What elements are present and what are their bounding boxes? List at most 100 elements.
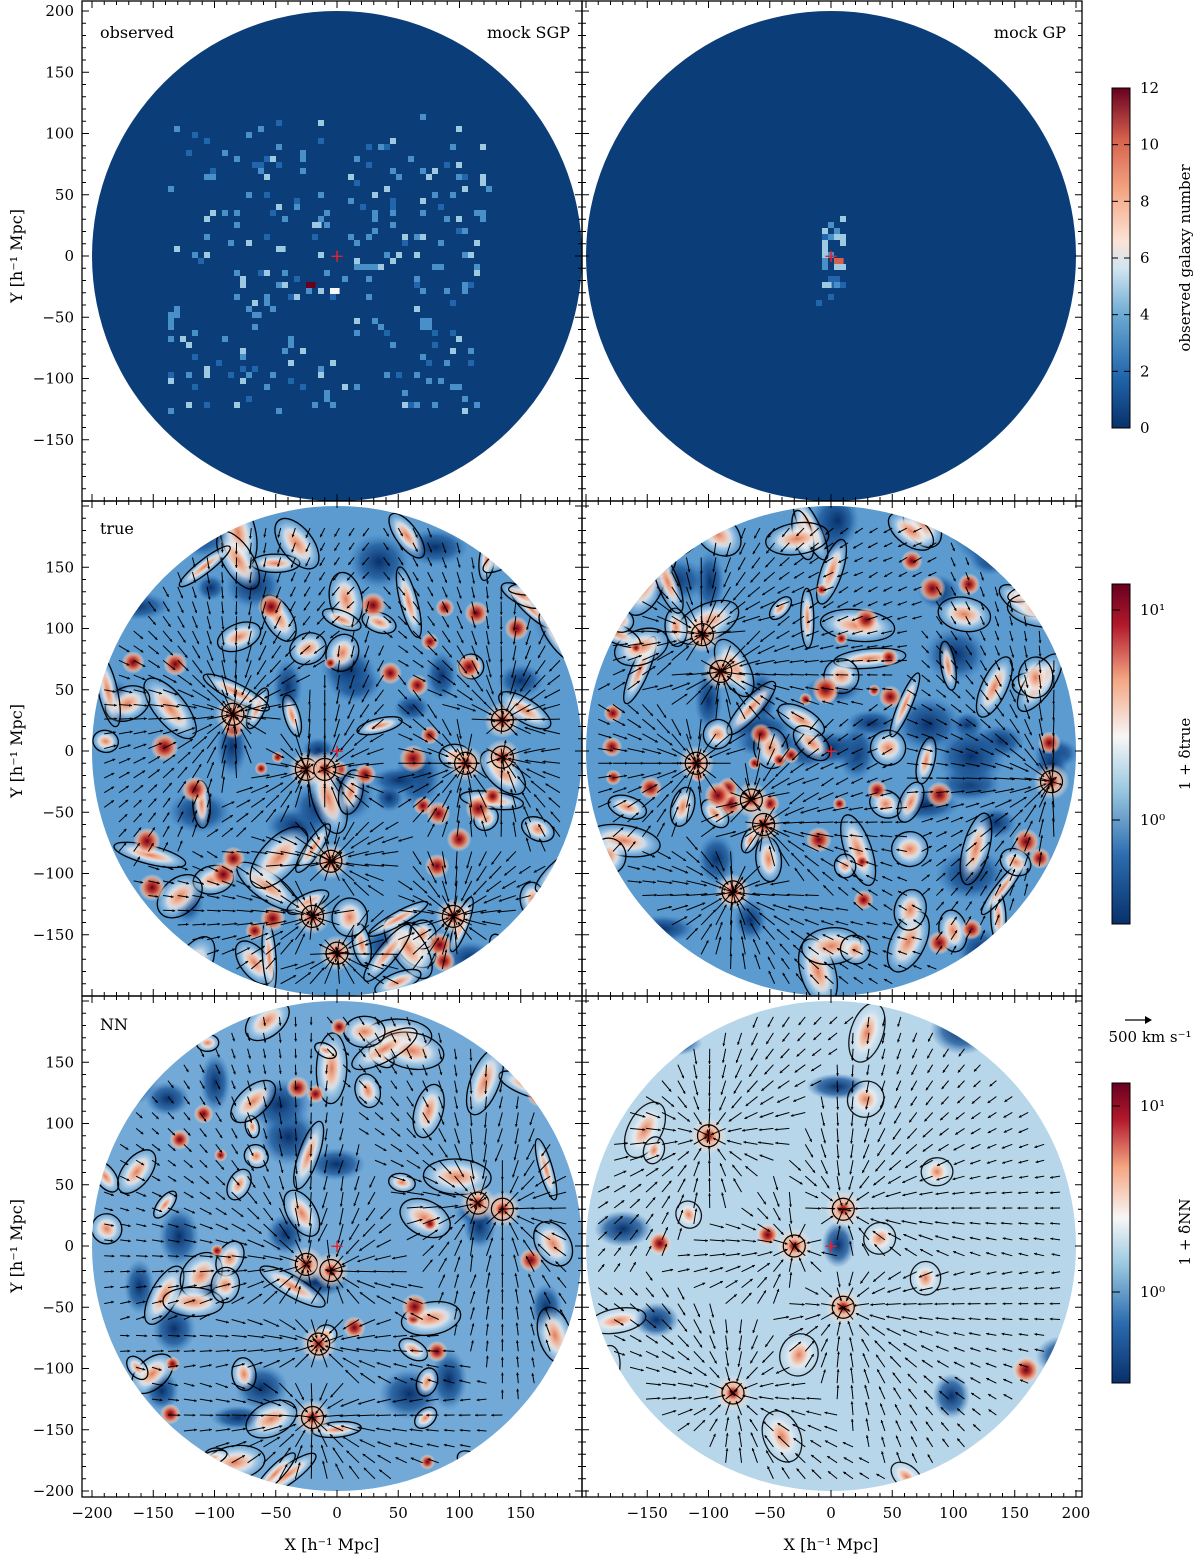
overdensity (399, 744, 428, 773)
velocity-arrowhead (189, 682, 193, 686)
velocity-arrow (738, 892, 761, 897)
velocity-arrow (265, 942, 281, 955)
velocity-arrowhead (854, 559, 858, 562)
galaxy-cell (486, 186, 492, 192)
velocity-arrowhead (808, 741, 812, 745)
velocity-arrowhead (214, 855, 218, 858)
velocity-arrowhead (216, 896, 220, 899)
velocity-arrowhead (311, 961, 315, 965)
velocity-arrowhead (762, 925, 766, 929)
velocity-arrowhead (282, 911, 286, 914)
velocity-arrowhead (498, 899, 502, 902)
velocity-arrow (334, 939, 340, 963)
velocity-arrowhead (457, 550, 461, 554)
velocity-arrowhead (221, 626, 225, 630)
velocity-arrowhead (225, 692, 229, 696)
velocity-arrow (427, 895, 447, 911)
velocity-arrowhead (548, 797, 552, 801)
velocity-arrowhead (441, 924, 445, 928)
density-contour (126, 1355, 149, 1381)
velocity-arrow (471, 674, 484, 692)
velocity-arrow (192, 735, 208, 749)
velocity-arrowhead (972, 723, 976, 727)
velocity-arrowhead (869, 530, 873, 534)
velocity-arrowhead (897, 602, 901, 606)
velocity-arrowhead (212, 673, 216, 677)
velocity-arrow (756, 748, 761, 767)
velocity-arrowhead (981, 577, 984, 581)
velocity-arrowhead (1011, 668, 1015, 672)
velocity-arrowhead (220, 564, 224, 568)
filament (125, 944, 136, 962)
velocity-arrowhead (357, 729, 361, 733)
velocity-arrowhead (275, 595, 279, 599)
velocity-arrowhead (246, 851, 250, 854)
velocity-arrowhead (343, 836, 347, 840)
velocity-arrow (523, 718, 546, 721)
velocity-arrowhead (840, 531, 844, 534)
velocity-arrowhead (745, 607, 749, 610)
velocity-arrowhead (606, 708, 610, 712)
velocity-arrowhead (809, 726, 813, 730)
velocity-arrowhead (487, 641, 490, 645)
velocity-arrowhead (635, 812, 639, 816)
velocity-arrow (369, 821, 384, 833)
galaxy-cell (288, 336, 294, 342)
velocity-arrowhead (823, 588, 827, 592)
velocity-arrowhead (942, 873, 946, 876)
velocity-arrowhead (731, 885, 734, 889)
velocity-arrowhead (462, 766, 466, 770)
velocity-arrowhead (781, 958, 785, 962)
velocity-arrowhead (207, 566, 211, 570)
velocity-arrowhead (729, 658, 733, 662)
velocity-arrowhead (678, 732, 681, 736)
galaxy-cell (168, 336, 174, 342)
velocity-arrowhead (952, 563, 956, 567)
velocity-arrowhead (697, 786, 701, 789)
void-region (426, 651, 457, 701)
velocity-arrowhead (752, 551, 756, 555)
velocity-arrow (789, 792, 805, 805)
galaxy-cell (318, 288, 324, 294)
velocity-arrowhead (305, 563, 309, 567)
velocity-arrowhead (307, 736, 311, 739)
filament (419, 1093, 438, 1129)
velocity-arrowhead (335, 701, 339, 705)
velocity-arrowhead (418, 636, 422, 640)
velocity-arrow (724, 557, 732, 573)
velocity-arrowhead (805, 699, 809, 703)
velocity-arrowhead (652, 854, 656, 858)
velocity-arrowhead (625, 761, 628, 765)
velocity-arrowhead (161, 704, 164, 708)
velocity-arrowhead (713, 909, 716, 913)
velocity-arrowhead (261, 1414, 265, 1418)
velocity-arrow (790, 852, 805, 867)
velocity-arrowhead (1041, 818, 1045, 822)
velocity-arrow (265, 808, 277, 823)
velocity-arrowhead (191, 727, 195, 730)
velocity-arrowhead (790, 698, 794, 702)
velocity-arrowhead (723, 681, 727, 685)
galaxy-cell (354, 180, 360, 186)
velocity-arrowhead (234, 612, 238, 615)
velocity-arrowhead (293, 975, 297, 978)
velocity-arrow (381, 864, 399, 867)
velocity-arrowhead (746, 908, 750, 912)
velocity-arrowhead (386, 533, 389, 537)
velocity-arrowhead (224, 744, 227, 748)
velocity-arrowhead (836, 934, 840, 938)
velocity-arrowhead (364, 853, 368, 856)
velocity-arrow (312, 895, 326, 917)
galaxy-cell (288, 294, 294, 300)
velocity-arrowhead (334, 959, 338, 963)
velocity-arrowhead (755, 763, 759, 767)
velocity-arrowhead (319, 944, 323, 947)
velocity-arrowhead (824, 975, 828, 979)
velocity-arrow (246, 645, 252, 663)
velocity-arrow (1051, 783, 1055, 808)
velocity-arrowhead (307, 910, 311, 914)
velocity-arrowhead (995, 593, 999, 597)
velocity-arrowhead (210, 1413, 214, 1417)
filament (121, 1033, 145, 1054)
velocity-arrowhead (144, 717, 147, 721)
